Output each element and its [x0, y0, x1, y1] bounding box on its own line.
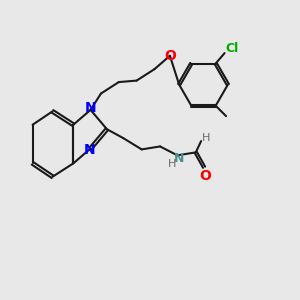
Text: H: H: [202, 133, 211, 142]
Text: N: N: [85, 101, 96, 116]
Text: H: H: [168, 159, 176, 169]
Text: O: O: [164, 49, 176, 63]
Text: Cl: Cl: [225, 41, 239, 55]
Text: O: O: [200, 169, 211, 183]
Text: N: N: [83, 143, 95, 157]
Text: N: N: [174, 152, 184, 165]
